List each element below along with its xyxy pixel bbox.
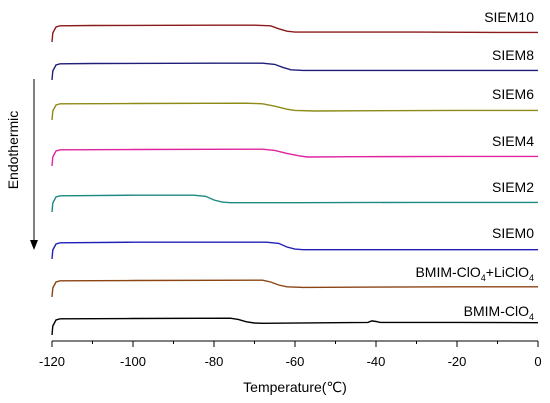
x-tick-label: 0 [534,354,541,369]
x-tick-label: -20 [448,354,467,369]
curve-label-bmim-clo4-liclo4: BMIM-ClO4+LiClO4 [415,264,534,283]
curve-siem8 [51,62,538,81]
y-axis-annotation: Endothermic [5,79,38,250]
curve-bmim-clo4-liclo4 [51,279,538,298]
curves-group [51,24,539,336]
y-axis-label: Endothermic [5,111,21,190]
x-tick-label: -80 [205,354,224,369]
curve-siem4 [51,148,538,167]
x-tick-label: -100 [120,354,146,369]
curve-siem0 [51,241,538,260]
x-axis-label: Temperature(℃) [243,379,347,395]
x-tick-label: -40 [367,354,386,369]
curve-siem10 [51,24,538,43]
curve-label-siem8: SIEM8 [492,47,534,63]
curve-label-siem6: SIEM6 [492,86,534,102]
curve-label-siem4: SIEM4 [492,133,534,149]
curve-label-bmim-clo4: BMIM-ClO4 [464,303,534,322]
x-tick-label: -60 [286,354,305,369]
endothermic-arrow-head [30,240,38,250]
x-tick-label: -120 [39,354,65,369]
curve-label-siem10: SIEM10 [484,9,534,25]
curve-siem2 [51,194,538,213]
curve-label-siem0: SIEM0 [492,225,534,241]
curve-bmim-clo4 [51,317,539,336]
curve-labels-group: SIEM10 SIEM8 SIEM6 SIEM4 SIEM2 SIEM0 BMIM-ClO4… [415,9,534,322]
curve-label-siem2: SIEM2 [492,179,534,195]
x-axis-ticks: -120 -100 -80 -60 -40 -20 0 [39,341,542,369]
curve-siem6 [51,102,538,121]
